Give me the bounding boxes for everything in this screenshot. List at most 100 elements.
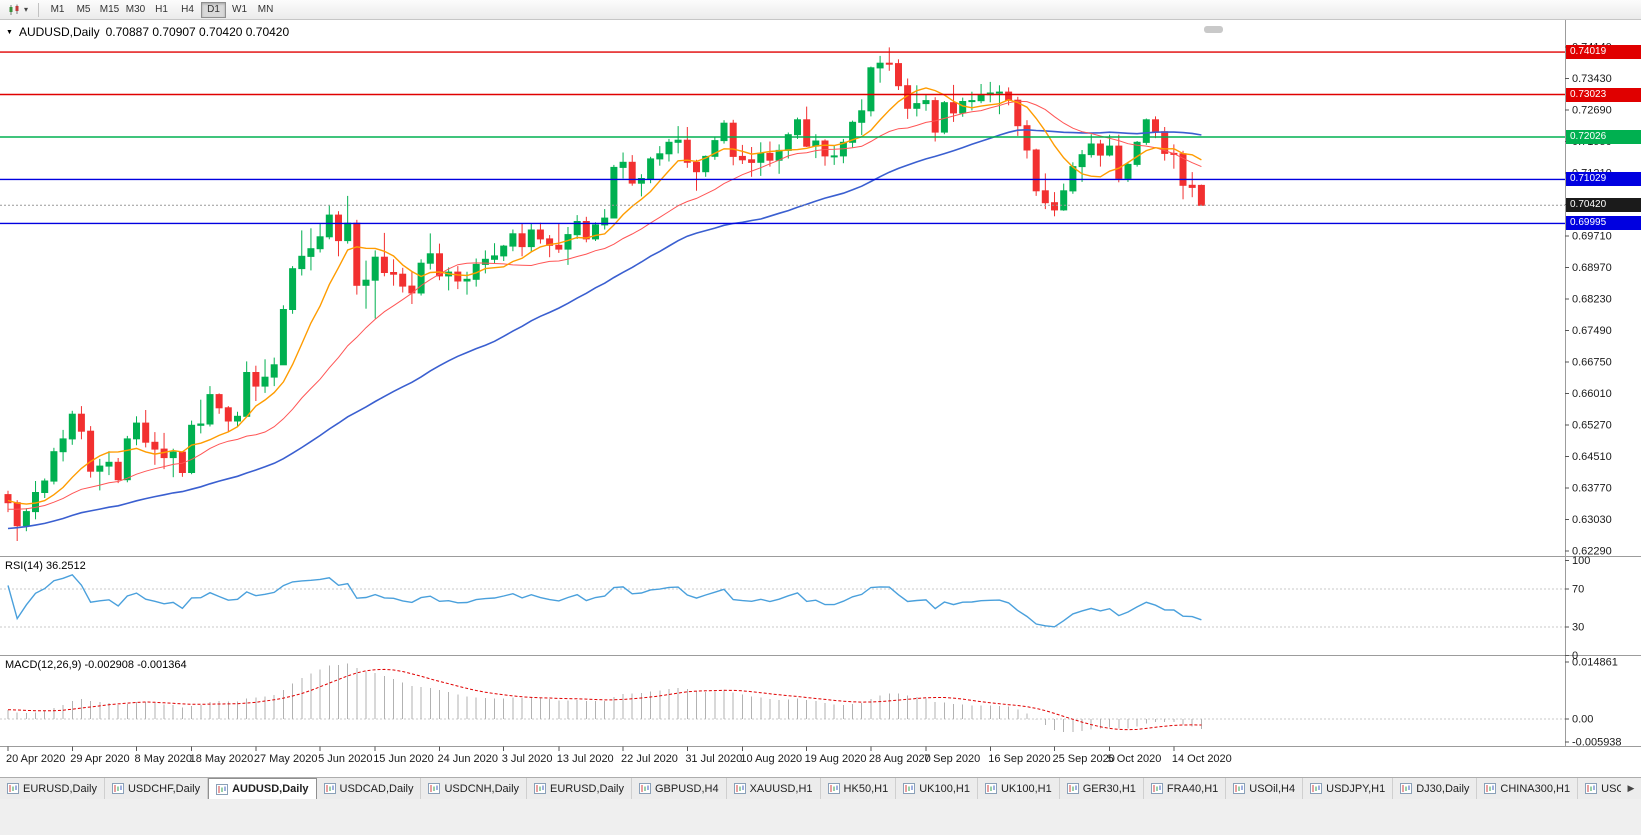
candlestick <box>720 120 728 144</box>
date-axis-label: 20 Apr 2020 <box>6 753 65 765</box>
chart-tab-usoil-h4[interactable]: USOil,H4 <box>1226 778 1304 799</box>
candlestick <box>895 59 902 90</box>
chart-tab-icon <box>428 783 441 794</box>
timeframe-button-m30[interactable]: M30 <box>123 2 148 18</box>
chart-tab-china300-h1[interactable]: CHINA300,H1 <box>1477 778 1579 799</box>
date-axis-label: 18 May 2020 <box>190 753 254 765</box>
rsi-line <box>7 573 1202 628</box>
chart-tab-usoil-h1[interactable]: USOil,H1 <box>1578 778 1621 799</box>
chart-tab-label: USDCHF,Daily <box>127 782 201 795</box>
candlestick <box>867 66 875 117</box>
date-axis-label: 3 Jul 2020 <box>502 753 553 765</box>
price-axis-label: 0.66010 <box>1572 388 1612 400</box>
chart-tab-ger30-h1[interactable]: GER30,H1 <box>1060 778 1144 799</box>
candlestick <box>766 141 774 167</box>
candlestick <box>849 120 857 148</box>
chart-tab-fra40-h1[interactable]: FRA40,H1 <box>1144 778 1227 799</box>
date-axis-label: 10 Aug 2020 <box>740 753 802 765</box>
chart-tab-audusd-daily[interactable]: AUDUSD,Daily <box>208 778 317 799</box>
chart-tab-label: USDCNH,Daily <box>444 782 520 795</box>
chart-tab-icon <box>1310 783 1323 794</box>
macd-scale-label: 0.014861 <box>1572 656 1618 668</box>
chart-tab-label: UK100,H1 <box>1000 782 1052 795</box>
candlestick <box>169 448 177 478</box>
candlestick <box>1115 134 1123 183</box>
chart-tab-uk100-h1[interactable]: UK100,H1 <box>978 778 1060 799</box>
candlestick <box>436 243 443 281</box>
candlestick <box>757 142 765 176</box>
chart-tab-label: AUDUSD,Daily <box>232 783 309 795</box>
candlestick <box>279 305 287 366</box>
chart-scrollbar-thumb[interactable] <box>1204 26 1223 33</box>
candlestick <box>445 267 453 291</box>
price-axis-label: 0.68230 <box>1572 294 1612 306</box>
chart-tab-eurusd-daily[interactable]: EURUSD,Daily <box>527 778 632 799</box>
candlestick <box>1197 184 1205 206</box>
timeframe-toolbar: ▾ M1 M5 M15 M30 H1 H4 D1 W1 MN <box>0 0 1641 20</box>
chart-tab-icon <box>1585 783 1598 794</box>
chart-tab-usdjpy-h1[interactable]: USDJPY,H1 <box>1303 778 1394 799</box>
price-level-badge: 0.73023 <box>1566 87 1641 102</box>
rsi-label: RSI(14) 36.2512 <box>5 560 86 572</box>
candlestick <box>977 84 985 104</box>
chart-tab-uk100-h1[interactable]: UK100,H1 <box>896 778 978 799</box>
chart-tab-label: USDCAD,Daily <box>339 782 414 795</box>
timeframe-button-w1[interactable]: W1 <box>227 2 252 18</box>
chart-tab-label: GBPUSD,H4 <box>655 782 719 795</box>
chart-tab-label: CHINA300,H1 <box>1500 782 1571 795</box>
price-axis-label: 0.73430 <box>1572 73 1612 85</box>
candlestick <box>656 146 664 166</box>
chart-tab-usdcnh-daily[interactable]: USDCNH,Daily <box>421 778 528 799</box>
timeframe-button-m5[interactable]: M5 <box>71 2 96 18</box>
candlestick <box>674 126 682 154</box>
ma-line-mid <box>7 100 1202 510</box>
date-axis-label: 28 Aug 2020 <box>869 753 931 765</box>
candlestick <box>316 223 324 253</box>
chart-tab-gbpusd-h4[interactable]: GBPUSD,H4 <box>632 778 727 799</box>
price-axis-label: 0.67490 <box>1572 325 1612 337</box>
price-level-badge: 0.69995 <box>1566 216 1641 231</box>
toolbar-separator <box>38 2 40 17</box>
candlestick <box>601 209 609 230</box>
dropdown-caret-icon: ▾ <box>24 5 29 14</box>
chart-ohlc-values: 0.70887 0.70907 0.70420 0.70420 <box>105 25 290 39</box>
chart-tab-label: EURUSD,Daily <box>550 782 624 795</box>
timeframe-button-h1[interactable]: H1 <box>149 2 174 18</box>
chart-tab-hk50-h1[interactable]: HK50,H1 <box>821 778 897 799</box>
chart-tab-usdcad-daily[interactable]: USDCAD,Daily <box>317 778 422 799</box>
date-axis-label: 14 Oct 2020 <box>1172 753 1232 765</box>
timeframe-button-d1[interactable]: D1 <box>201 1 227 18</box>
chart-tab-eurusd-daily[interactable]: EURUSD,Daily <box>0 778 105 799</box>
candlestick <box>738 144 746 164</box>
chart-tab-xauusd-h1[interactable]: XAUUSD,H1 <box>727 778 821 799</box>
candlestick <box>261 359 269 393</box>
price-level-badge: 0.74019 <box>1566 45 1641 60</box>
date-axis-label: 19 Aug 2020 <box>805 753 867 765</box>
chart-tab-usdchf-daily[interactable]: USDCHF,Daily <box>105 778 209 799</box>
chart-tab-icon <box>827 783 840 794</box>
date-axis-label: 31 Jul 2020 <box>685 753 742 765</box>
chart-tab-dj30-daily[interactable]: DJ30,Daily <box>1393 778 1478 799</box>
candlestick <box>830 145 838 165</box>
candlestick <box>87 426 95 478</box>
timeframe-button-mn[interactable]: MN <box>253 2 278 18</box>
candlestick <box>637 174 645 197</box>
timeframe-button-h4[interactable]: H4 <box>175 2 200 18</box>
chart-tab-icon <box>639 783 651 794</box>
timeframe-button-m15[interactable]: M15 <box>97 2 122 18</box>
candlestick <box>133 416 140 446</box>
tabs-scroll-right-button[interactable]: ▶ <box>1627 783 1635 793</box>
chart-type-button[interactable]: ▾ <box>4 1 32 18</box>
candlestick <box>931 97 939 142</box>
timeframe-button-m1[interactable]: M1 <box>45 2 70 18</box>
date-axis-label: 8 May 2020 <box>135 753 192 765</box>
candlestick <box>59 429 67 462</box>
candlestick <box>1060 183 1068 211</box>
candlestick <box>711 136 719 160</box>
macd-histogram <box>7 663 1202 733</box>
candlestick <box>353 219 361 295</box>
candlestick <box>270 357 278 387</box>
candlestick <box>50 447 58 485</box>
chart-tab-icon <box>1150 783 1163 794</box>
